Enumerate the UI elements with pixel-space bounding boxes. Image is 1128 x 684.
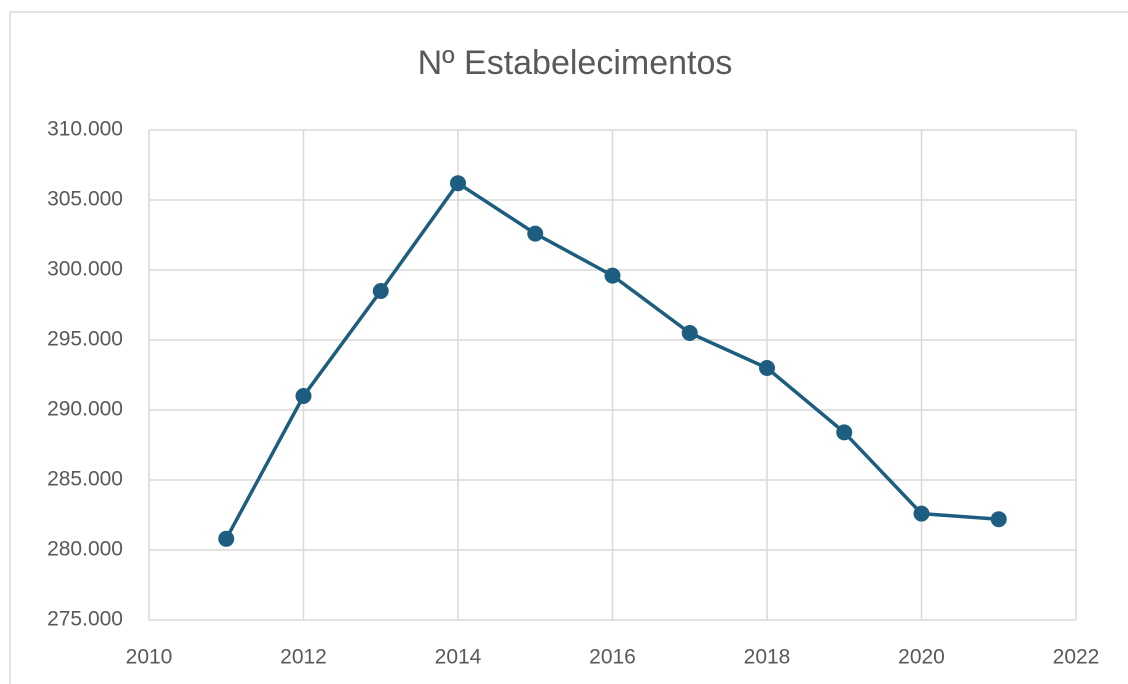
marker	[295, 388, 312, 404]
y-tick-label: 280.000	[47, 538, 123, 561]
chart-border	[9, 11, 1128, 684]
x-tick-label: 2012	[280, 646, 327, 669]
y-tick-label: 300.000	[47, 258, 123, 281]
y-tick-label: 290.000	[47, 398, 123, 421]
marker	[450, 175, 466, 192]
marker	[604, 267, 621, 284]
marker	[527, 225, 544, 242]
marker	[990, 511, 1007, 528]
y-tick-label: 295.000	[47, 328, 123, 351]
marker	[681, 325, 698, 341]
marker	[913, 505, 930, 522]
chart-title: Nº Estabelecimentos	[418, 44, 733, 82]
y-tick-label: 310.000	[47, 118, 123, 141]
x-tick-label: 2018	[744, 646, 791, 669]
marker	[759, 360, 775, 376]
x-tick-label: 2014	[435, 646, 482, 669]
x-tick-label: 2010	[126, 646, 173, 669]
marker	[218, 530, 235, 547]
y-tick-label: 275.000	[47, 608, 123, 631]
x-tick-label: 2020	[898, 646, 945, 669]
marker	[836, 424, 853, 441]
y-tick-label: 285.000	[47, 468, 123, 491]
x-tick-label: 2022	[1053, 646, 1100, 669]
x-tick-label: 2016	[589, 646, 636, 669]
y-tick-label: 305.000	[47, 188, 123, 211]
marker	[372, 283, 389, 299]
